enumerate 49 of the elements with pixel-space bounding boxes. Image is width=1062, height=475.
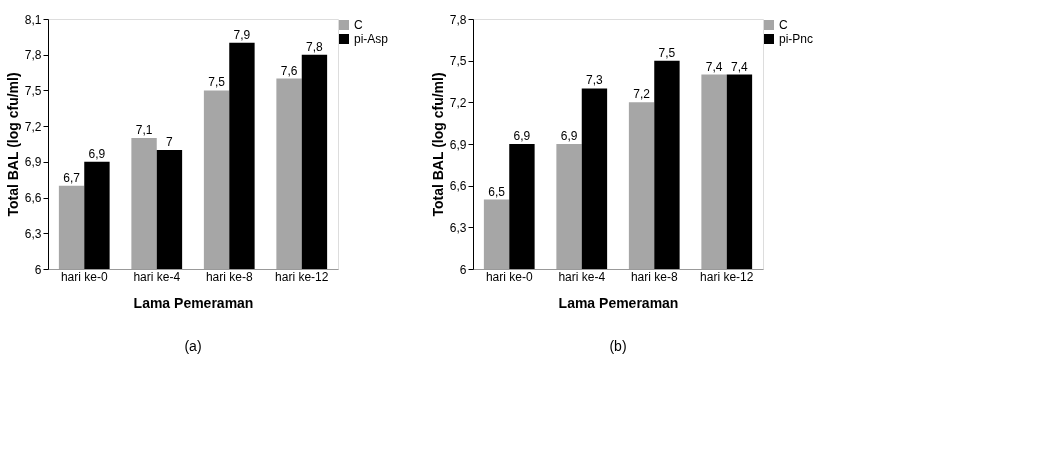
legend-label: pi-Asp	[354, 32, 389, 46]
data-label: 6,7	[63, 170, 81, 185]
y-tick-label: 7,2	[449, 95, 467, 110]
data-label: 7,1	[135, 123, 153, 138]
y-tick-label: 6,6	[449, 179, 467, 194]
data-label: 7,2	[633, 87, 651, 102]
y-tick-label: 6,3	[449, 220, 467, 235]
text: (b)	[609, 338, 627, 354]
y-tick-label: 7,8	[449, 12, 467, 27]
y-tick-label: 6,9	[449, 137, 467, 152]
data-label: 7,4	[705, 59, 723, 74]
legend-label: pi-Pnc	[779, 32, 814, 46]
x-axis-title: Lama Pemeraman	[133, 294, 254, 311]
x-axis-title: Lama Pemeraman	[558, 294, 679, 311]
x-tick-label: hari ke-4	[133, 269, 181, 284]
x-tick-label: hari ke-8	[205, 269, 253, 284]
legend-label: C	[354, 18, 363, 32]
x-tick-label: hari ke-12	[275, 269, 329, 284]
y-tick-label: 6	[459, 262, 467, 277]
data-label: 6,9	[560, 129, 578, 143]
y-tick-label: 6,3	[24, 226, 42, 241]
data-label: 7,8	[306, 39, 324, 54]
x-tick-label: hari ke-4	[558, 269, 606, 284]
data-label: 6,9	[513, 129, 531, 143]
x-tick-label: hari ke-0	[60, 269, 108, 284]
data-label: 7,3	[586, 73, 604, 88]
data-label: 7,5	[208, 75, 226, 90]
y-tick-label: 7,8	[24, 48, 42, 63]
y-tick-label: 7,2	[24, 119, 42, 134]
data-label: 7,9	[233, 27, 251, 42]
data-label: 6,9	[88, 146, 106, 161]
y-tick-label: 7,5	[449, 54, 467, 69]
data-label: 7,6	[280, 63, 298, 78]
x-tick-label: hari ke-0	[485, 269, 533, 284]
data-label: 6,5	[488, 184, 506, 199]
x-tick-label: hari ke-8	[630, 269, 678, 284]
x-tick-label: hari ke-12	[700, 269, 754, 284]
y-tick-label: 7,5	[24, 83, 42, 98]
text: (a)	[184, 338, 202, 354]
y-tick-label: 6,6	[24, 191, 42, 206]
y-tick-label: 8,1	[24, 12, 42, 27]
data-label: 7,5	[658, 45, 676, 60]
data-label: 7,4	[731, 59, 749, 74]
y-axis-title: Total BAL (log cfu/ml)	[4, 72, 21, 217]
data-label: 7	[166, 134, 174, 149]
legend-label: C	[779, 18, 788, 32]
y-tick-label: 6,9	[24, 155, 42, 170]
y-axis-title: Total BAL (log cfu/ml)	[429, 72, 446, 217]
y-tick-label: 6	[34, 262, 42, 277]
